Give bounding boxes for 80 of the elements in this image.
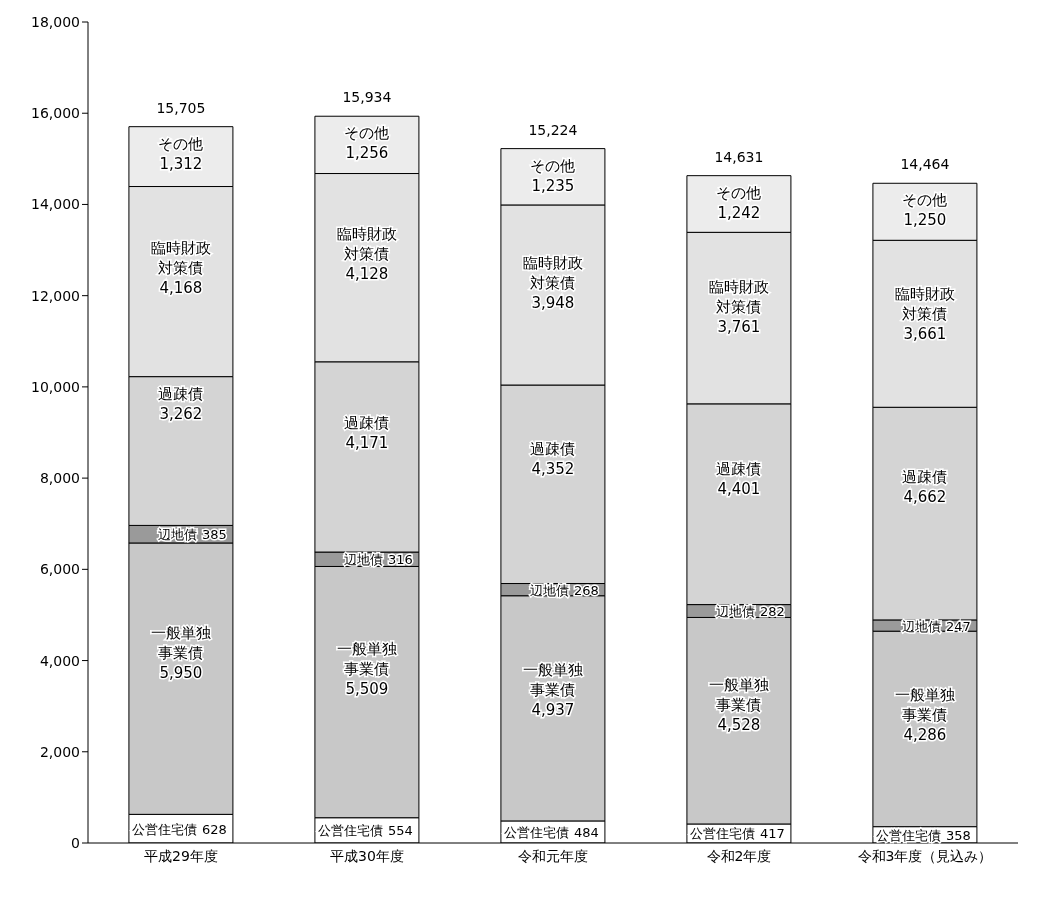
series-label: 過疎債: [158, 384, 204, 403]
text: 臨時財政対策債: [150, 239, 211, 278]
data-label: 358: [945, 827, 971, 843]
data-label: 484: [573, 824, 599, 840]
total-label: 15,705: [156, 99, 206, 116]
x-tick-label: 平成29年度: [144, 847, 218, 864]
data-label: 4,171: [345, 434, 389, 453]
text: 辺地債: [529, 582, 569, 598]
text: その他: [530, 156, 576, 175]
text: 一般単独事業債: [150, 623, 211, 662]
data-label: 3,948: [531, 293, 575, 312]
series-label: 一般単独事業債: [522, 660, 583, 699]
data-label: 5,950: [159, 663, 203, 682]
data-label: 554: [387, 823, 413, 839]
y-tick-label: 14,000: [31, 196, 80, 213]
series-label: 臨時財政対策債: [522, 253, 583, 292]
x-tick-label: 令和2年度: [706, 847, 772, 864]
y-tick-label: 4,000: [39, 652, 80, 669]
text: 臨時財政対策債: [894, 284, 955, 323]
text: 公営住宅債: [131, 821, 197, 837]
x-tick-label: 令和3年度（見込み）: [857, 847, 993, 864]
text: 公営住宅債: [689, 826, 755, 842]
text: 臨時財政対策債: [336, 225, 397, 264]
y-tick-label: 6,000: [39, 561, 80, 578]
y-tick-label: 8,000: [39, 470, 80, 487]
data-label: 628: [201, 821, 227, 837]
data-label: 4,937: [531, 700, 575, 719]
data-label: 4,128: [345, 265, 389, 284]
data-label: 3,661: [903, 324, 947, 343]
data-label: 4,401: [717, 480, 761, 499]
data-label: 1,256: [345, 144, 389, 163]
total-label: 14,631: [714, 148, 764, 165]
total-label: 15,224: [528, 121, 578, 138]
total-label: 14,464: [900, 156, 950, 173]
data-label: 4,352: [531, 460, 575, 479]
x-tick-label: 平成30年度: [330, 847, 404, 864]
text: 辺地債: [901, 618, 941, 634]
y-tick-label: 18,000: [31, 13, 80, 30]
text: 過疎債: [716, 460, 762, 479]
data-label: 3,262: [159, 404, 203, 423]
text: 臨時財政対策債: [708, 278, 769, 317]
text: 過疎債: [902, 467, 948, 486]
data-label: 268: [573, 582, 599, 598]
total-label: 15,934: [342, 89, 392, 106]
text: 辺地債: [157, 527, 197, 543]
data-label: 3,761: [717, 318, 761, 337]
data-label: 4,528: [717, 715, 761, 734]
data-label: 1,312: [159, 154, 203, 173]
text: その他: [716, 183, 762, 202]
text: 過疎債: [344, 414, 390, 433]
data-label: 1,250: [903, 211, 947, 230]
y-tick-label: 2,000: [39, 743, 80, 760]
data-label: 417: [759, 826, 785, 842]
data-label: 282: [759, 604, 785, 620]
series-label: 辺地債: [343, 552, 383, 568]
y-tick-label: 0: [71, 834, 80, 851]
y-tick-label: 16,000: [31, 105, 80, 122]
text: 公営住宅債: [503, 824, 569, 840]
data-label: 385: [201, 527, 227, 543]
data-label: 4,286: [903, 725, 947, 744]
series-label: 公営住宅債: [875, 827, 941, 843]
text: 辺地債: [715, 604, 755, 620]
text: 一般単独事業債: [708, 675, 769, 714]
series-label: その他: [158, 134, 204, 153]
text: 過疎債: [530, 440, 576, 459]
text: 一般単独事業債: [894, 685, 955, 724]
text: 一般単独事業債: [336, 640, 397, 679]
text: その他: [344, 124, 390, 143]
data-label: 1,235: [531, 176, 575, 195]
text: 公営住宅債: [317, 823, 383, 839]
data-label: 247: [945, 618, 971, 634]
data-label: 316: [387, 552, 413, 568]
y-tick-label: 10,000: [31, 378, 80, 395]
data-label: 4,168: [159, 279, 203, 298]
text: その他: [902, 191, 948, 210]
data-label: 1,242: [717, 203, 761, 222]
data-label: 4,662: [903, 487, 947, 506]
x-tick-label: 令和元年度: [518, 847, 588, 864]
data-label: 5,509: [345, 680, 389, 699]
y-tick-label: 12,000: [31, 287, 80, 304]
